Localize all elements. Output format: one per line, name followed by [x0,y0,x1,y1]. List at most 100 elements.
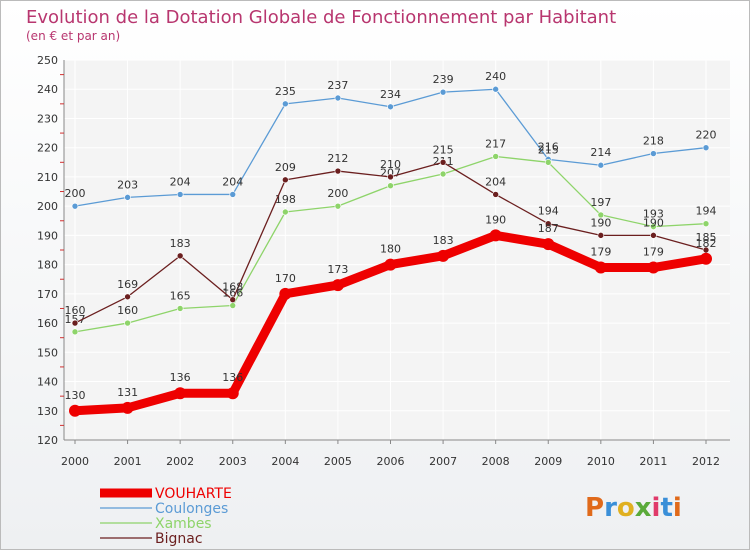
data-point-coulonges [334,94,342,102]
data-label-bignac: 212 [327,152,348,165]
chart-subtitle: (en € et par an) [26,29,120,43]
data-label-vouharte: 182 [696,237,717,250]
logo-letter: o [617,493,635,523]
x-tick-label: 2009 [534,455,562,468]
data-label-coulonges: 204 [222,175,243,188]
data-point-xambes [282,208,289,216]
logo-letter: i [652,493,661,523]
series-vouharte: 130 131 136 136 170 173 180 183 190 187 179 179 182 [65,213,717,417]
data-point-xambes [334,202,342,210]
data-label-bignac: 210 [380,158,401,171]
legend-label-bignac: Bignac [155,531,203,547]
y-tick-label: 130 [37,405,58,418]
legend-label-xambes: Xambes [155,516,212,532]
data-point-xambes [492,153,499,160]
data-point-coulonges [702,144,710,151]
data-label-vouharte: 136 [170,371,191,384]
data-point-vouharte [437,249,450,262]
data-label-xambes: 166 [222,287,243,300]
y-tick-label: 150 [37,346,58,359]
data-point-bignac [282,176,289,184]
logo-letter: i [673,493,682,523]
data-label-xambes: 197 [590,196,611,209]
data-label-bignac: 160 [65,304,86,317]
data-label-coulonges: 204 [170,175,191,188]
data-point-coulonges [439,88,447,96]
logo-letter: P [585,493,604,523]
y-tick-label: 190 [37,229,58,242]
data-point-bignac [650,232,657,239]
data-point-coulonges [176,191,184,198]
data-label-bignac: 183 [170,237,191,250]
legend-label-coulonges: Coulonges [155,501,228,517]
data-label-vouharte: 131 [117,386,138,399]
data-point-coulonges [387,103,394,111]
data-point-xambes [387,182,394,189]
data-label-coulonges: 200 [65,187,86,200]
data-point-coulonges [282,100,289,108]
series-xambes: 157160165166198200207211217215197193194 [65,137,717,336]
data-point-vouharte [174,387,187,400]
x-tick-label: 2001 [114,455,142,468]
y-tick-label: 120 [37,434,58,447]
logo-letter: r [604,493,617,523]
x-tick-label: 2002 [166,455,194,468]
data-label-coulonges: 237 [327,79,348,92]
y-axis-ticks: 120 130 140 150 160 170 180 190 200 210 220 230 240 2… [37,54,64,447]
data-point-vouharte [700,252,712,265]
x-tick-label: 2011 [639,455,667,468]
data-point-xambes [124,319,131,327]
data-point-vouharte [647,261,660,274]
data-point-bignac [229,296,237,303]
data-point-vouharte [226,387,239,400]
data-point-coulonges [124,194,131,201]
data-point-coulonges [71,202,79,210]
data-label-bignac: 215 [433,143,454,156]
proxiti-logo: Proxiti [585,493,682,523]
data-label-bignac: 194 [538,205,559,218]
data-point-xambes [229,302,237,309]
data-point-xambes [650,223,657,230]
data-label-vouharte: 187 [538,222,559,235]
y-tick-label: 220 [37,142,58,155]
data-label-xambes: 157 [65,313,86,326]
y-tick-label: 210 [37,171,58,184]
y-tick-label: 230 [37,112,58,125]
data-point-bignac [387,173,394,181]
data-label-bignac: 169 [117,278,138,291]
x-tick-label: 2012 [692,455,720,468]
data-point-bignac [544,220,552,227]
logo-letter: t [660,493,672,523]
data-label-coulonges: 234 [380,88,401,101]
data-label-xambes: 193 [643,208,664,221]
data-point-vouharte [542,238,555,251]
data-label-vouharte: 170 [275,272,296,285]
data-point-vouharte [489,229,502,242]
data-point-xambes [597,211,605,219]
data-label-xambes: 200 [327,187,348,200]
data-label-coulonges: 235 [275,85,296,98]
data-label-bignac: 168 [222,281,243,294]
data-label-coulonges: 239 [433,73,454,86]
plot-area [64,60,730,441]
data-label-xambes: 194 [696,205,717,218]
data-point-vouharte [594,261,607,274]
data-label-bignac: 209 [275,161,296,174]
data-label-vouharte: 173 [327,263,348,276]
data-label-coulonges: 214 [590,146,611,159]
x-tick-label: 2003 [219,455,247,468]
y-tick-label: 250 [37,54,58,67]
data-point-bignac [334,167,342,175]
data-point-xambes [544,159,552,166]
data-label-xambes: 160 [117,304,138,317]
data-label-coulonges: 203 [117,178,138,191]
y-tick-label: 180 [37,259,58,272]
data-label-vouharte: 136 [222,371,243,384]
data-point-bignac [124,293,131,301]
data-label-bignac: 190 [643,216,664,229]
y-tick-label: 160 [37,317,58,330]
data-label-coulonges: 218 [643,135,664,148]
